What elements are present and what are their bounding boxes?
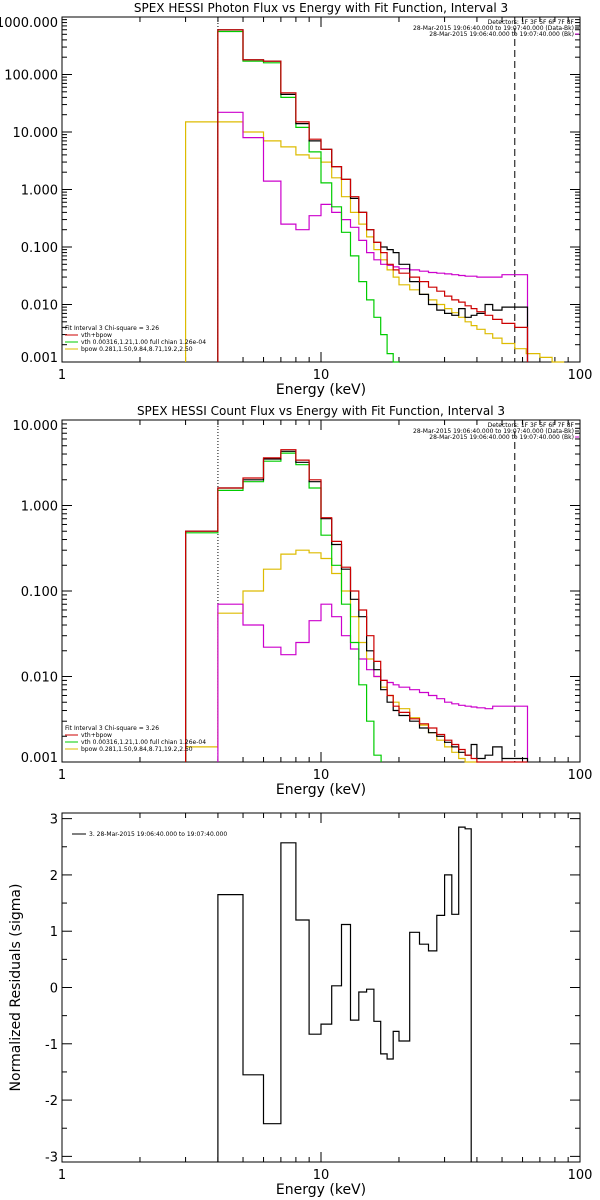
y-tick-label: 0 — [50, 982, 58, 997]
y-tick-label: 1.000 — [21, 500, 58, 515]
info-line: Detectors: 1F 3F 5F 6F 7F 8F — [488, 422, 575, 429]
x-tick-label: 10 — [313, 1168, 330, 1183]
y-axis-label: Normalized Residuals (sigma) — [8, 884, 24, 1092]
y-tick-label: 10.000 — [13, 126, 59, 141]
fit-legend-header: Fit Interval 3 Chi-square = 3.26 — [65, 725, 159, 732]
fit-legend-entry: vth+bpow — [81, 732, 112, 739]
series-line-vth-bpow — [217, 29, 529, 362]
info-line: Detectors: 1F 3F 5F 6F 7F 8F — [488, 19, 575, 26]
series-line-data-bk — [185, 450, 529, 762]
x-axis-label: Energy (keV) — [276, 382, 366, 398]
y-tick-label: 10.000 — [13, 419, 59, 434]
plot-frame — [61, 419, 581, 763]
x-tick-label: 100 — [568, 1168, 593, 1183]
y-tick-label: 1 — [50, 925, 58, 940]
series-line-vth — [217, 30, 400, 363]
y-tick-label: -3 — [45, 1150, 58, 1165]
x-axis-label: Energy (keV) — [276, 782, 366, 798]
fit-legend-entry: vth+bpow — [81, 332, 112, 339]
y-tick-label: 3 — [50, 813, 58, 828]
y-tick-label: 0.010 — [21, 299, 58, 314]
y-tick-label: 1.000 — [21, 184, 58, 199]
series-line-vth — [185, 452, 382, 762]
y-tick-label: 1000.000 — [0, 16, 58, 31]
fit-legend-entry: vth 0.00316,1.21,1.00 full chian 1.26e-0… — [81, 339, 206, 346]
x-tick-label: 1 — [58, 1168, 66, 1183]
fit-legend-header: Fit Interval 3 Chi-square = 3.26 — [65, 325, 159, 332]
y-tick-label: 2 — [50, 869, 58, 884]
residuals-line — [217, 826, 472, 1162]
fit-legend-entry: vth 0.00316,1.21,1.00 full chian 1.26e-0… — [81, 739, 206, 746]
y-tick-label: 0.100 — [21, 241, 58, 256]
x-tick-label: 1 — [58, 368, 66, 383]
series-line-bpow — [185, 121, 565, 363]
residuals-legend-label: 3. 28-Mar-2015 19:06:40.000 to 19:07:40.… — [89, 831, 227, 838]
x-tick-label: 10 — [313, 768, 330, 783]
chart-title: SPEX HESSI Count Flux vs Energy with Fit… — [137, 404, 505, 418]
x-tick-label: 1 — [58, 768, 66, 783]
y-tick-label: 0.001 — [21, 751, 58, 766]
y-tick-label: -2 — [45, 1094, 58, 1109]
y-tick-label: 100.000 — [4, 69, 58, 84]
y-tick-label: -1 — [45, 1038, 58, 1053]
series-line-bk — [217, 111, 529, 362]
y-tick-label: 0.010 — [21, 671, 58, 686]
x-tick-label: 100 — [568, 768, 593, 783]
info-line: 28-Mar-2015 19:06:40.000 to 19:07:40.000… — [429, 31, 574, 38]
chart-title: SPEX HESSI Photon Flux vs Energy with Fi… — [134, 1, 508, 15]
series-line-bpow — [185, 549, 478, 763]
plot-frame — [61, 812, 581, 1163]
info-line: 28-Mar-2015 19:06:40.000 to 19:07:40.000… — [413, 428, 574, 435]
series-line-vth-bpow — [185, 449, 528, 763]
info-line: 28-Mar-2015 19:06:40.000 to 19:07:40.000… — [429, 434, 574, 441]
y-tick-label: 0.001 — [21, 351, 58, 366]
fit-legend-entry: bpow 0.281,1.50,9.84,8.71,19.2,2.50 — [81, 346, 193, 353]
info-line: 28-Mar-2015 19:06:40.000 to 19:07:40.000… — [413, 25, 574, 32]
x-axis-label: Energy (keV) — [276, 1182, 366, 1198]
x-tick-label: 10 — [313, 368, 330, 383]
series-line-bk — [217, 603, 529, 762]
y-tick-label: 0.100 — [21, 585, 58, 600]
fit-legend-entry: bpow 0.281,1.50,9.84,8.71,19.2,2.50 — [81, 746, 193, 753]
x-tick-label: 100 — [568, 368, 593, 383]
